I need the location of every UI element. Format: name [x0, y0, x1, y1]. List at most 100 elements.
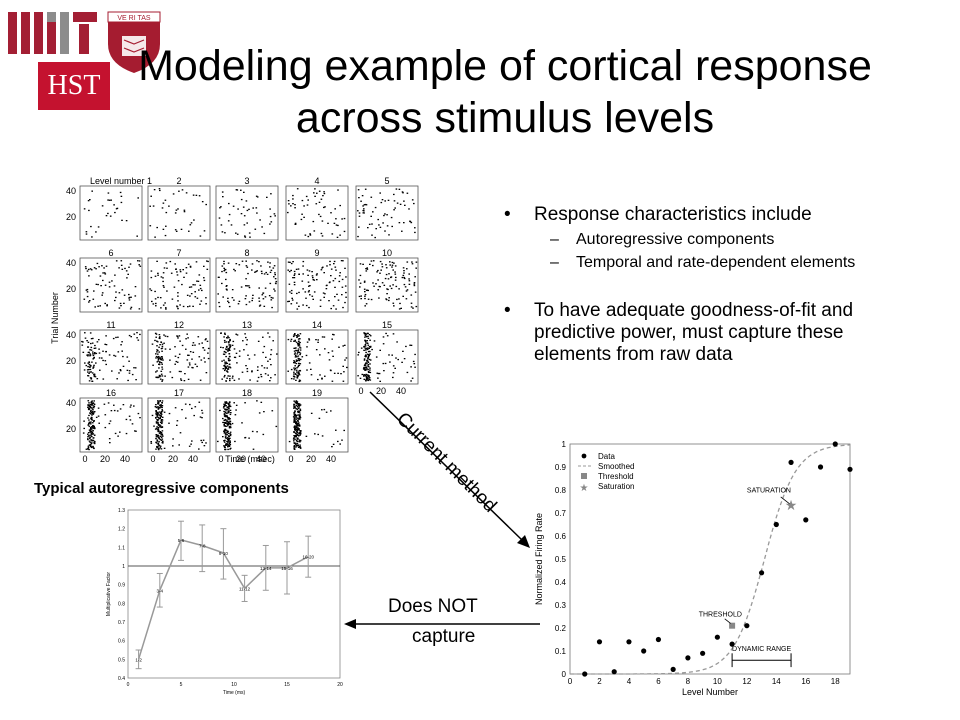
- raster-spike: [381, 282, 384, 284]
- raster-spike: [158, 424, 161, 426]
- raster-spike: [155, 376, 157, 378]
- fr-ytick: 0.9: [555, 463, 567, 472]
- raster-spike: [311, 275, 314, 277]
- raster-spike: [90, 378, 93, 380]
- raster-spike: [159, 378, 162, 380]
- raster-spike: [155, 302, 157, 305]
- raster-spike: [371, 223, 373, 225]
- raster-spike: [301, 280, 304, 282]
- raster-spike: [293, 426, 296, 428]
- raster-spike: [329, 260, 331, 263]
- raster-spike: [344, 301, 346, 304]
- raster-spike: [222, 417, 224, 420]
- raster-spike: [224, 436, 227, 439]
- raster-spike: [228, 353, 231, 355]
- raster-spike: [108, 199, 111, 201]
- raster-spike: [98, 348, 100, 350]
- raster-spike: [88, 405, 91, 408]
- ar-ytick: 0.8: [118, 601, 125, 607]
- fr-ytick: 0.4: [555, 578, 567, 587]
- raster-spike: [307, 235, 310, 238]
- raster-spike: [369, 339, 371, 341]
- raster-spike: [207, 352, 209, 354]
- raster-spike: [150, 276, 153, 279]
- raster-spike: [314, 433, 316, 435]
- raster-spike: [135, 430, 137, 432]
- raster-spike: [154, 298, 157, 300]
- raster-spike: [367, 335, 369, 337]
- raster-spike: [206, 268, 209, 270]
- raster-spike: [157, 349, 159, 352]
- raster-spike: [93, 356, 95, 359]
- raster-spike: [229, 379, 231, 382]
- raster-spike: [298, 424, 301, 426]
- raster-spike: [403, 277, 406, 280]
- raster-spike: [269, 223, 271, 225]
- raster-spike: [365, 351, 367, 354]
- raster-spike: [150, 441, 152, 443]
- raster-spike: [367, 360, 369, 362]
- raster-spike: [91, 236, 93, 238]
- raster-spike: [299, 434, 301, 436]
- raster-spike: [157, 407, 160, 409]
- raster-spike: [190, 293, 193, 295]
- raster-spike: [88, 425, 91, 427]
- raster-spike: [410, 366, 412, 368]
- raster-ytick: 20: [66, 356, 76, 366]
- raster-spike: [225, 422, 228, 424]
- raster-spike: [177, 356, 180, 359]
- raster-spike: [365, 355, 367, 357]
- mit-logo: [8, 12, 98, 54]
- raster-spike: [225, 285, 228, 287]
- raster-spike: [92, 358, 94, 360]
- raster-spike: [220, 224, 223, 226]
- raster-spike: [160, 404, 162, 406]
- raster-spike: [224, 416, 227, 418]
- raster-level-label: 6: [108, 248, 113, 258]
- raster-spike: [178, 370, 181, 373]
- raster-spike: [87, 400, 90, 402]
- raster-spike: [305, 354, 308, 357]
- raster-spike: [336, 293, 338, 295]
- raster-spike: [298, 428, 300, 430]
- raster-spike: [359, 274, 362, 277]
- raster-spike: [196, 365, 198, 368]
- raster-spike: [83, 298, 86, 300]
- raster-level-label: 14: [312, 320, 322, 330]
- raster-spike: [321, 377, 323, 379]
- raster-spike: [92, 298, 95, 300]
- raster-spike: [195, 194, 198, 196]
- raster-spike: [157, 443, 159, 445]
- raster-spike: [176, 274, 179, 276]
- raster-spike: [363, 349, 365, 351]
- raster-spike: [101, 357, 103, 359]
- raster-spike: [305, 195, 308, 198]
- raster-spike: [298, 432, 301, 434]
- raster-spike: [362, 212, 365, 214]
- raster-spike: [404, 204, 406, 206]
- raster-spike: [89, 445, 92, 447]
- raster-spike: [121, 268, 124, 270]
- raster-spike: [303, 216, 305, 218]
- raster-spike: [119, 408, 122, 410]
- raster-spike: [229, 409, 232, 411]
- raster-spike: [161, 400, 164, 402]
- raster-spike: [270, 193, 272, 195]
- raster-spike: [207, 260, 209, 263]
- raster-spike: [410, 344, 413, 346]
- raster-level-label: 15: [382, 320, 392, 330]
- raster-spike: [104, 343, 106, 345]
- raster-spike: [88, 402, 90, 404]
- raster-spike: [234, 270, 236, 272]
- raster-spike: [188, 445, 191, 447]
- raster-spike: [224, 332, 226, 334]
- raster-spike: [156, 429, 159, 431]
- raster-spike: [107, 212, 109, 215]
- raster-spike: [225, 437, 227, 439]
- raster-spike: [294, 429, 297, 431]
- raster-spike: [293, 340, 295, 342]
- raster-spike: [403, 222, 405, 224]
- raster-spike: [203, 265, 205, 267]
- raster-spike: [221, 282, 223, 285]
- raster-spike: [104, 414, 107, 416]
